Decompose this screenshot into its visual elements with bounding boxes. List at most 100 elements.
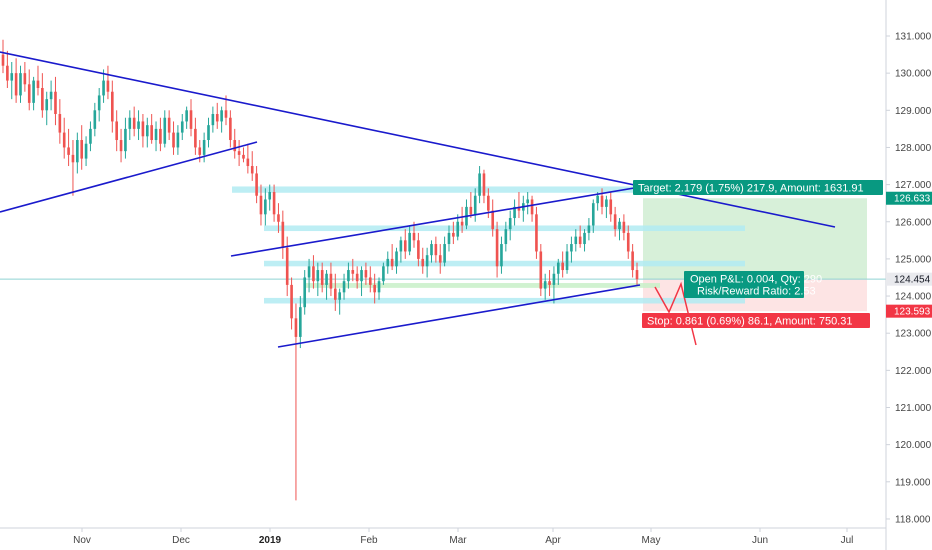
- candle-body: [141, 121, 145, 137]
- candle-body: [41, 88, 44, 111]
- candle-body: [220, 110, 223, 122]
- candle-body: [500, 244, 503, 267]
- candle-body: [27, 84, 31, 103]
- price-tick-label: 121.000: [895, 403, 932, 414]
- candle-body: [473, 195, 477, 215]
- trendline[interactable]: [277, 284, 641, 348]
- candle-body: [299, 307, 302, 337]
- candle-body: [202, 140, 206, 155]
- candle-body: [255, 173, 258, 196]
- price-axis[interactable]: 131.000 130.000 129.000 128.000 127.000 126.0…: [886, 32, 932, 526]
- time-tick-label: Feb: [360, 535, 378, 546]
- candle-body: [150, 125, 153, 141]
- candle-body: [596, 195, 599, 204]
- target-label: Target: 2.179 (1.75%) 217.9, Amount: 163…: [633, 180, 883, 195]
- sr-zone: [264, 297, 745, 304]
- candle-body: [189, 110, 193, 129]
- candle-body: [395, 251, 398, 267]
- time-tick-label: Apr: [545, 535, 561, 546]
- candle-body: [373, 284, 376, 293]
- target-text: Target: 2.179 (1.75%) 217.9, Amount: 163…: [638, 183, 864, 195]
- candle-body: [132, 117, 136, 129]
- time-tick-label: Dec: [172, 535, 190, 546]
- candle-body: [272, 192, 276, 215]
- candle-body: [207, 125, 210, 141]
- trendline[interactable]: [230, 186, 641, 257]
- candle-body: [600, 195, 604, 207]
- candle-body: [167, 117, 171, 133]
- candle-body: [58, 114, 62, 133]
- candle-body: [1, 54, 5, 66]
- candle-body: [233, 140, 237, 152]
- price-tick-label: 124.000: [895, 292, 932, 303]
- candle-body: [495, 229, 499, 267]
- price-tick-label: 122.000: [895, 366, 932, 377]
- candle-body: [307, 266, 311, 278]
- time-tick-label: 2019: [259, 535, 282, 546]
- current-price-value: 124.454: [894, 275, 931, 286]
- candle-body: [513, 206, 516, 219]
- candle-body: [565, 251, 569, 271]
- candle-body: [294, 318, 298, 337]
- stop-label: Stop: 0.861 (0.69%) 86.1, Amount: 750.31: [642, 313, 870, 328]
- candle-body: [539, 251, 543, 289]
- candle-body: [285, 247, 289, 285]
- candle-body: [635, 270, 639, 280]
- candle-body: [587, 225, 591, 233]
- trendline[interactable]: [0, 141, 258, 213]
- price-tick-label: 118.000: [895, 514, 931, 525]
- candle-body: [80, 140, 84, 159]
- trendlines[interactable]: [0, 51, 836, 348]
- candle-body: [403, 240, 407, 252]
- candle-body: [360, 270, 363, 282]
- candle-body: [447, 232, 451, 245]
- candle-body: [250, 166, 254, 174]
- candle-body: [364, 270, 368, 278]
- candle-body: [67, 147, 70, 155]
- candle-body: [460, 221, 464, 226]
- candle-body: [613, 214, 617, 230]
- candle-body: [242, 154, 245, 159]
- candle-body: [93, 110, 97, 129]
- candle-body: [351, 270, 355, 274]
- candle-body: [106, 80, 110, 92]
- current-price-marker: 124.454: [886, 272, 932, 286]
- candle-body: [526, 199, 530, 204]
- price-tick-label: 126.000: [895, 217, 932, 228]
- candle-body: [14, 73, 18, 96]
- candle-body: [377, 281, 381, 293]
- candle-body: [137, 121, 140, 129]
- candle-body: [102, 80, 105, 96]
- price-tick-label: 125.000: [895, 254, 932, 265]
- candle-body: [434, 244, 438, 256]
- candle-body: [19, 73, 22, 96]
- candle-body: [570, 244, 573, 252]
- candle-body: [347, 270, 350, 282]
- candle-body: [487, 195, 490, 211]
- candle-body: [561, 262, 564, 271]
- candle-body: [408, 232, 411, 252]
- candle-body: [277, 214, 280, 222]
- candle-body: [355, 273, 359, 282]
- sr-zone: [232, 186, 643, 193]
- candle-body: [469, 206, 473, 215]
- candle-body: [194, 128, 197, 148]
- candle-body: [110, 91, 114, 122]
- candle-body: [229, 117, 232, 141]
- candle-body: [6, 65, 9, 81]
- trendline[interactable]: [0, 51, 836, 228]
- candle-body: [76, 140, 79, 163]
- candle-body: [119, 140, 123, 152]
- candle-body: [333, 288, 337, 300]
- candle-body: [386, 258, 390, 267]
- candle-body: [338, 292, 341, 300]
- time-axis[interactable]: Nov Dec 2019 Feb Mar Apr May Jun Jul: [73, 528, 853, 546]
- time-tick-label: Jun: [752, 535, 768, 546]
- candle-body: [159, 128, 162, 144]
- stop-price-value: 123.593: [894, 307, 931, 318]
- candle-body: [320, 270, 324, 285]
- candle-body: [517, 206, 521, 211]
- candle-body: [316, 270, 320, 282]
